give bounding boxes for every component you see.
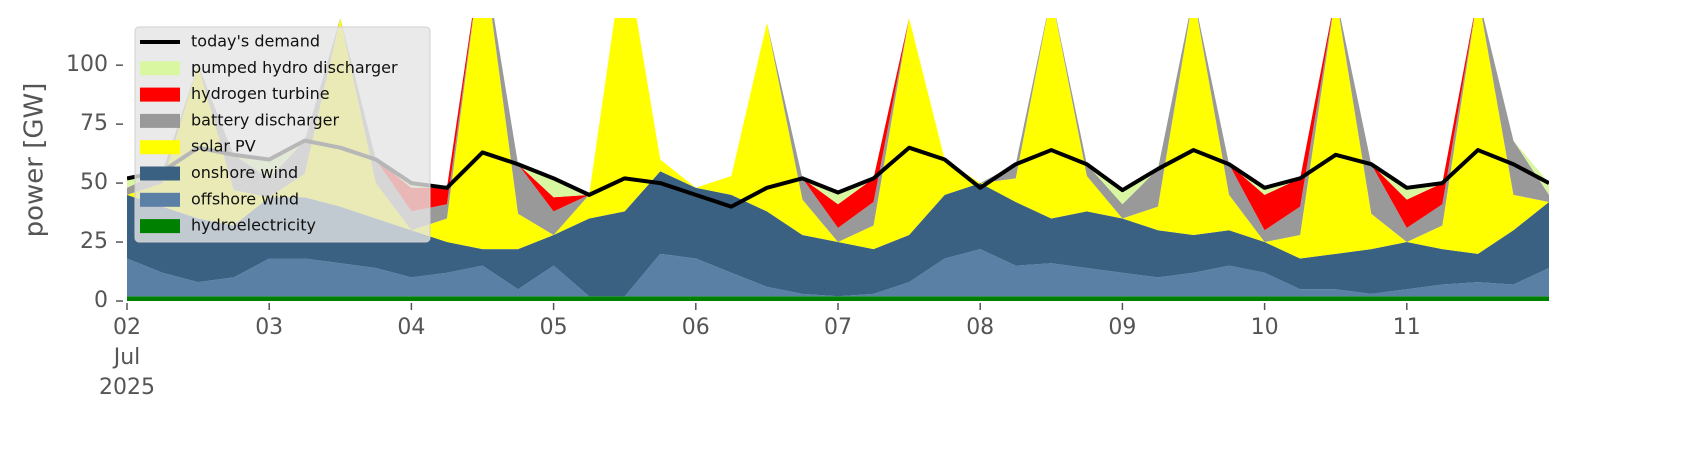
x-year-label: 2025	[99, 375, 155, 400]
area	[127, 296, 1549, 301]
x-tick-label: 11	[1393, 315, 1421, 340]
x-tick-label: 06	[682, 315, 710, 340]
legend-swatch	[140, 219, 180, 234]
legend-swatch	[140, 61, 180, 76]
y-tick-label: 100	[66, 52, 108, 77]
legend-label: today's demand	[191, 32, 320, 51]
x-tick-label: 07	[824, 315, 852, 340]
y-axis-label: power [GW]	[20, 83, 50, 238]
legend-swatch	[140, 87, 180, 102]
legend-label: onshore wind	[191, 163, 298, 182]
legend-swatch	[140, 192, 180, 207]
x-tick-label: 02	[113, 315, 141, 340]
legend-label: offshore wind	[191, 189, 299, 208]
area	[127, 171, 1549, 297]
x-month-label: Jul	[112, 345, 141, 370]
legend: today's demand pumped hydro discharger hyd…	[134, 26, 431, 243]
x-tick-label: 04	[397, 315, 425, 340]
legend-label: battery discharger	[191, 110, 339, 129]
x-tick-label: 08	[966, 315, 994, 340]
legend-label: hydrogen turbine	[191, 84, 330, 103]
legend-swatch	[140, 140, 180, 155]
area	[127, 18, 1549, 231]
y-tick-label: 50	[80, 170, 108, 195]
x-tick-label: 09	[1108, 315, 1136, 340]
legend-swatch	[140, 113, 180, 128]
y-tick-label: 25	[80, 229, 108, 254]
legend-label: pumped hydro discharger	[191, 58, 398, 77]
x-tick-label: 05	[540, 315, 568, 340]
legend-label: solar PV	[191, 137, 256, 156]
legend-swatch	[140, 166, 180, 181]
x-tick-label: 10	[1251, 315, 1279, 340]
legend-box	[134, 26, 431, 243]
x-tick-label: 03	[255, 315, 283, 340]
legend-label: hydroelectricity	[191, 216, 316, 235]
area	[127, 249, 1549, 297]
plot-area	[127, 18, 1549, 301]
y-tick-label: 0	[94, 288, 108, 313]
area	[127, 18, 1549, 259]
y-tick-label: 75	[80, 111, 108, 136]
